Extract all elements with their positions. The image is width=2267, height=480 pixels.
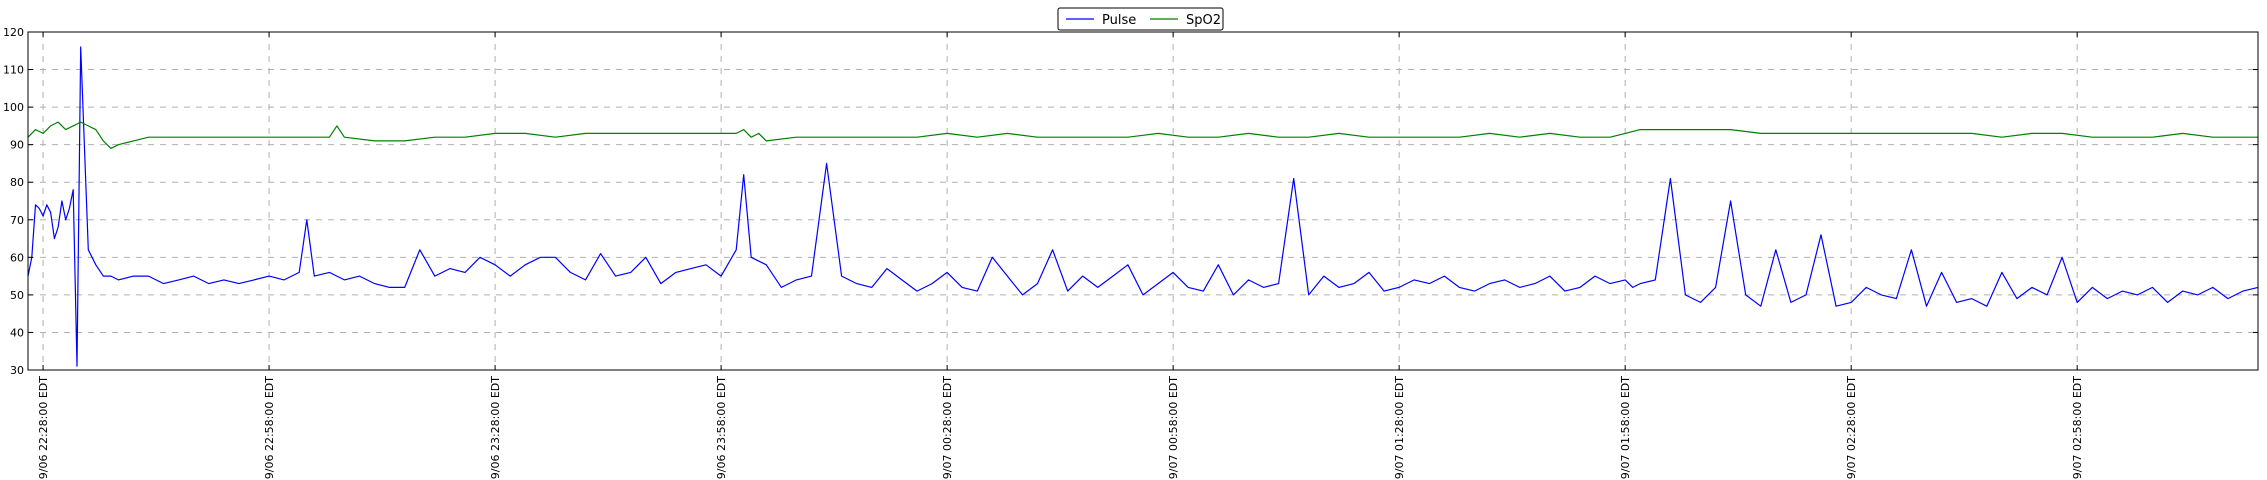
- x-tick-label: 09/07 02:28:00 EDT: [1845, 376, 1858, 480]
- y-axis: 30 40 50 60 70 80 90 100 110 120: [3, 26, 2258, 377]
- x-tick-label: 09/07 01:28:00 EDT: [1393, 376, 1406, 480]
- y-tick-label: 110: [3, 64, 24, 77]
- x-tick-label: 09/06 22:58:00 EDT: [263, 376, 276, 480]
- y-tick-label: 30: [10, 364, 24, 377]
- x-tick-label: 09/06 23:28:00 EDT: [489, 376, 502, 480]
- y-tick-label: 90: [10, 139, 24, 152]
- series-line-pulse: [27, 46, 2259, 367]
- x-axis: 09/06 22:28:00 EDT 09/06 22:58:00 EDT 09/0…: [37, 32, 2084, 480]
- y-tick-label: 120: [3, 26, 24, 39]
- x-tick-label: 09/07 02:58:00 EDT: [2071, 376, 2084, 480]
- x-tick-label: 09/07 00:58:00 EDT: [1167, 376, 1180, 480]
- legend-label-spo2: SpO2: [1186, 13, 1221, 28]
- x-tick-label: 09/07 01:58:00 EDT: [1619, 376, 1632, 480]
- x-tick-label: 09/06 22:28:00 EDT: [37, 376, 50, 480]
- grid: [28, 32, 2258, 370]
- legend-box: [1057, 7, 1224, 31]
- series-line-spo2: [27, 121, 2258, 149]
- x-tick-label: 09/06 23:58:00 EDT: [715, 376, 728, 480]
- y-tick-label: 80: [10, 176, 24, 189]
- x-tick-label: 09/07 00:28:00 EDT: [941, 376, 954, 480]
- series-group: [27, 46, 2259, 367]
- y-tick-label: 60: [10, 251, 24, 264]
- y-tick-label: 100: [3, 101, 24, 114]
- y-tick-label: 70: [10, 214, 24, 227]
- y-tick-label: 40: [10, 326, 24, 339]
- y-tick-label: 50: [10, 289, 24, 302]
- plot-frame: [27, 31, 2259, 371]
- legend: Pulse SpO2: [1057, 7, 1224, 31]
- legend-label-pulse: Pulse: [1102, 13, 1136, 28]
